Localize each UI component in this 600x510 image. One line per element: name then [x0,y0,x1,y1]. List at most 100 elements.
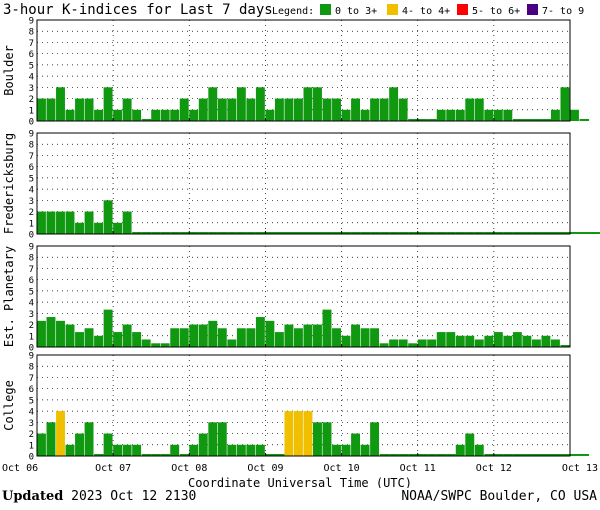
bar [332,444,341,456]
bar [198,324,208,347]
bar [284,232,294,234]
panel-frame [36,132,571,235]
bar [37,433,46,456]
bar [484,109,494,121]
y-tick-label: 0 [29,344,34,354]
bar [46,98,56,121]
y-tick-label: 2 [29,208,34,218]
legend-item-label: 4- to 4+ [402,6,450,17]
panel-label: Est. Planetary [2,246,16,347]
bar [436,109,446,121]
x-tick-label: Oct 08 [171,463,207,474]
bar [550,232,561,234]
bar [579,454,590,456]
bar [246,232,256,234]
bar [522,119,532,121]
bar [541,454,551,456]
bar [65,211,75,234]
bar [408,454,418,456]
bar [265,109,275,121]
bar [84,98,94,121]
bar [512,119,523,121]
bar [179,454,190,456]
bar [122,98,132,121]
bar [398,98,408,121]
legend-swatch [527,4,538,15]
bar [217,232,228,234]
bar [512,332,522,347]
bar [217,328,227,347]
y-tick-label: 8 [29,363,34,373]
legend-items: 0 to 3+ 4- to 4+ 5- to 6+ 7- to 9 [320,4,584,17]
y-tick-label: 1 [29,441,34,451]
bar [37,211,46,234]
y-tick-label: 5 [29,174,34,184]
bar [379,98,389,121]
bar [103,433,113,456]
legend-swatch [457,4,468,15]
x-tick-label: Oct 06 [2,463,38,474]
bar [389,87,399,121]
bar [389,232,399,234]
bar [332,232,342,234]
x-tick-label: Oct 12 [476,463,512,474]
legend-swatch [320,4,331,15]
y-tick-label: 2 [29,95,34,105]
bar [236,444,246,456]
bar [94,454,104,456]
panel-frame [36,354,571,457]
bar [303,232,314,234]
y-tick-label: 9 [29,243,34,253]
bar [408,343,418,347]
bar [379,232,390,234]
bar [132,444,142,456]
bar [398,232,409,234]
bar [208,87,218,121]
bar [550,109,560,121]
bar [417,339,427,347]
bar [160,109,170,121]
bar [512,454,523,456]
y-tick-label: 3 [29,310,34,320]
bar [122,444,132,456]
x-tick-label: Oct 11 [400,463,436,474]
bar [103,87,113,121]
bar [398,339,408,347]
bar [493,332,503,347]
x-axis: Oct 06 Oct 07 Oct 08 Oct 09 Oct 10 Oct 11 Oct … [2,463,598,474]
bar [227,232,237,234]
bar [303,324,313,347]
bar [75,222,84,234]
bar [531,454,542,456]
bar [208,320,218,347]
bar [236,87,246,121]
bar [179,98,189,121]
bar [113,332,123,347]
bar [313,232,323,234]
bar [255,232,266,234]
bar [370,422,380,456]
bar [208,232,218,234]
y-tick-label: 5 [29,61,34,71]
bar [37,98,46,121]
bar [493,109,503,121]
bar [84,422,94,456]
bar [332,328,341,347]
bar [293,98,303,121]
bar [522,232,532,234]
bar [255,444,265,456]
bar [474,339,484,347]
bar [56,320,65,347]
bar [408,232,418,234]
bar [541,232,551,234]
bar [322,98,332,121]
bar [189,324,199,347]
bar [141,454,152,456]
bar [503,109,513,121]
bar [255,317,265,347]
bar [465,433,475,456]
bar [370,232,380,234]
y-tick-label: 7 [29,152,34,162]
